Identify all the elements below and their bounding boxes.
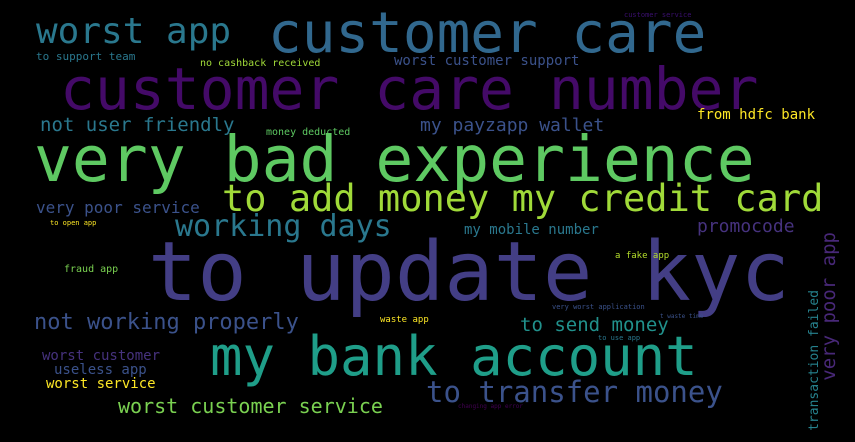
word: working days bbox=[175, 209, 392, 244]
word: worst service bbox=[46, 376, 156, 392]
word: to update kyc bbox=[148, 225, 790, 320]
word: worst customer bbox=[42, 348, 161, 364]
word: not user friendly bbox=[40, 114, 235, 136]
word: very poor service bbox=[36, 198, 200, 217]
word: customer care bbox=[268, 1, 707, 66]
word: very bad experience bbox=[34, 123, 755, 196]
word: waste app bbox=[380, 315, 429, 325]
word: customer care number bbox=[60, 55, 759, 123]
word: to support team bbox=[36, 50, 136, 63]
word: no cashback received bbox=[200, 58, 321, 69]
word: to send money bbox=[520, 314, 669, 336]
word: very worst application bbox=[552, 303, 645, 311]
word: to use app bbox=[598, 334, 641, 342]
word: promocode bbox=[697, 216, 795, 237]
word: very poor app bbox=[818, 232, 840, 381]
word: my mobile number bbox=[464, 222, 599, 238]
word: transaction failed bbox=[807, 290, 822, 431]
word: t waste time bbox=[660, 313, 704, 320]
word: a fake app bbox=[615, 251, 670, 261]
word: to open app bbox=[50, 219, 97, 227]
word: worst app bbox=[36, 11, 232, 52]
word: not working properly bbox=[34, 310, 299, 335]
word: changing app error bbox=[458, 403, 524, 410]
word: my bank account bbox=[210, 325, 698, 388]
word: from hdfc bank bbox=[697, 107, 816, 123]
word: my payzapp wallet bbox=[420, 115, 605, 136]
word: money deducted bbox=[266, 127, 351, 138]
word: customer service bbox=[624, 11, 692, 19]
word: worst customer support bbox=[394, 53, 580, 69]
word: worst customer service bbox=[118, 394, 383, 418]
word: fraud app bbox=[64, 264, 119, 275]
word: to add money my credit card bbox=[222, 177, 824, 220]
word: to transfer money bbox=[426, 375, 723, 409]
word: useless app bbox=[54, 362, 147, 378]
